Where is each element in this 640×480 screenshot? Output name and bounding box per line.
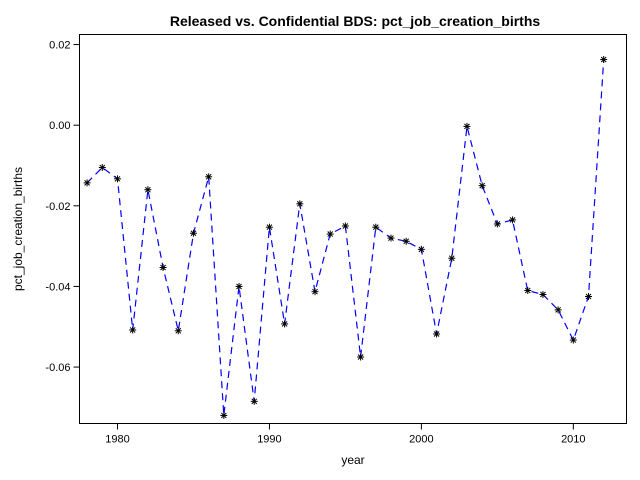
y-tick-label: -0.06 (45, 362, 70, 374)
x-tick-label: 2000 (409, 434, 433, 446)
data-point (585, 293, 593, 301)
y-tick-label: 0.00 (49, 120, 70, 132)
data-point (220, 411, 228, 419)
y-tick-label: 0.02 (49, 40, 70, 52)
data-point (189, 229, 197, 237)
data-point (433, 330, 441, 338)
data-point (326, 230, 334, 238)
data-point (341, 222, 349, 230)
data-point (296, 200, 304, 208)
data-point (509, 216, 517, 224)
data-point (402, 237, 410, 245)
data-point (569, 336, 577, 344)
data-point (113, 175, 121, 183)
data-point (357, 353, 365, 361)
data-point (600, 55, 608, 63)
data-point (539, 291, 547, 299)
data-point (83, 179, 91, 187)
y-tick-label: -0.02 (45, 201, 70, 213)
data-point (478, 182, 486, 190)
data-point (311, 288, 319, 296)
data-point (144, 186, 152, 194)
x-tick-label: 1990 (257, 434, 281, 446)
data-point (463, 122, 471, 130)
series-line (86, 59, 605, 416)
data-point (524, 286, 532, 294)
y-axis: 0.02 0.00 -0.02 -0.04 -0.06 (45, 40, 80, 374)
data-point (129, 326, 137, 334)
x-axis-label: year (341, 453, 364, 467)
plot-area-frame (79, 34, 627, 424)
data-point (98, 164, 106, 172)
data-point (493, 220, 501, 228)
chart-title: Released vs. Confidential BDS: pct_job_c… (170, 13, 541, 29)
data-point (448, 254, 456, 262)
x-tick-label: 2010 (561, 434, 585, 446)
x-tick-label: 1980 (105, 434, 129, 446)
data-point (281, 320, 289, 328)
y-axis-label: pct_job_creation_births (11, 167, 25, 291)
x-axis: 1980 1990 2000 2010 (105, 423, 586, 446)
data-point (554, 306, 562, 314)
data-point (205, 173, 213, 181)
series-layer (83, 55, 608, 419)
data-point (265, 223, 273, 231)
data-point (417, 245, 425, 253)
data-point (250, 397, 258, 405)
data-point (159, 263, 167, 271)
data-point (372, 223, 380, 231)
y-tick-label: -0.04 (45, 281, 70, 293)
data-point (387, 234, 395, 242)
data-point (174, 327, 182, 335)
data-point (235, 282, 243, 290)
